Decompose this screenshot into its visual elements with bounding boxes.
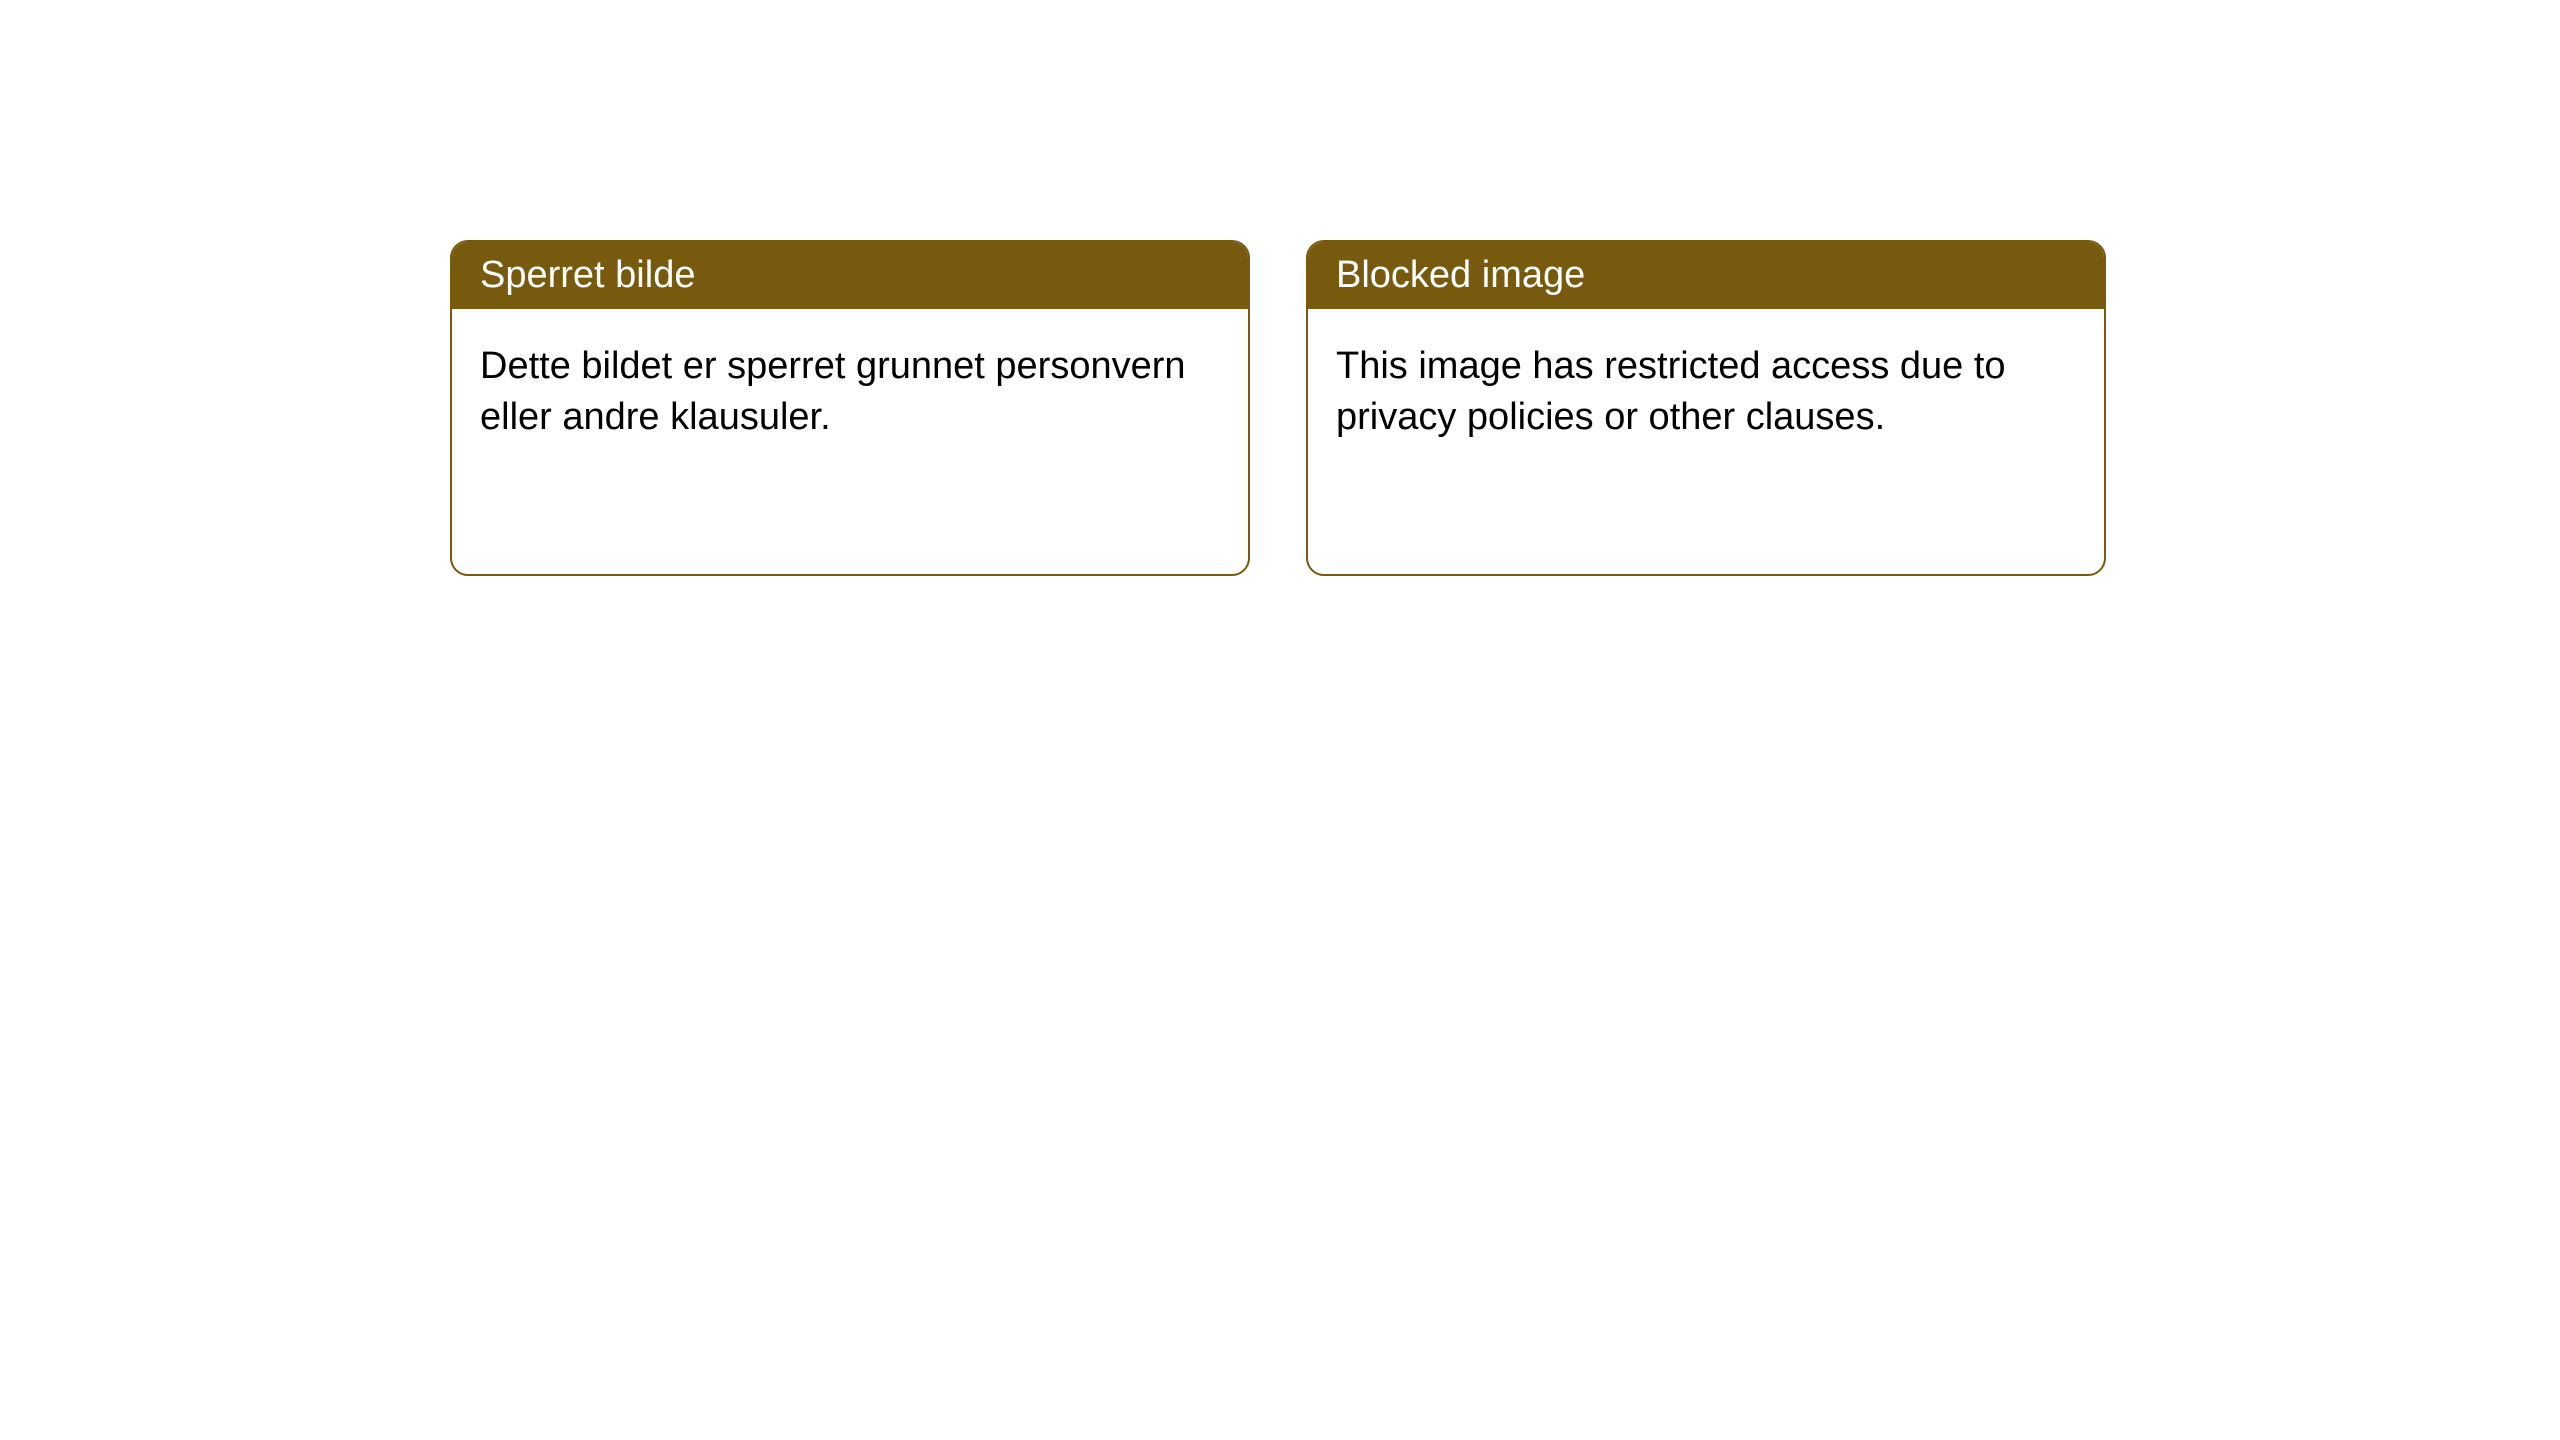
notice-card-title: Sperret bilde [452,242,1248,309]
notice-card-body: This image has restricted access due to … [1308,309,2104,476]
notice-card-english: Blocked image This image has restricted … [1306,240,2106,576]
notice-card-body: Dette bildet er sperret grunnet personve… [452,309,1248,476]
notice-card-norwegian: Sperret bilde Dette bildet er sperret gr… [450,240,1250,576]
notice-card-title: Blocked image [1308,242,2104,309]
notice-container: Sperret bilde Dette bildet er sperret gr… [0,0,2560,576]
